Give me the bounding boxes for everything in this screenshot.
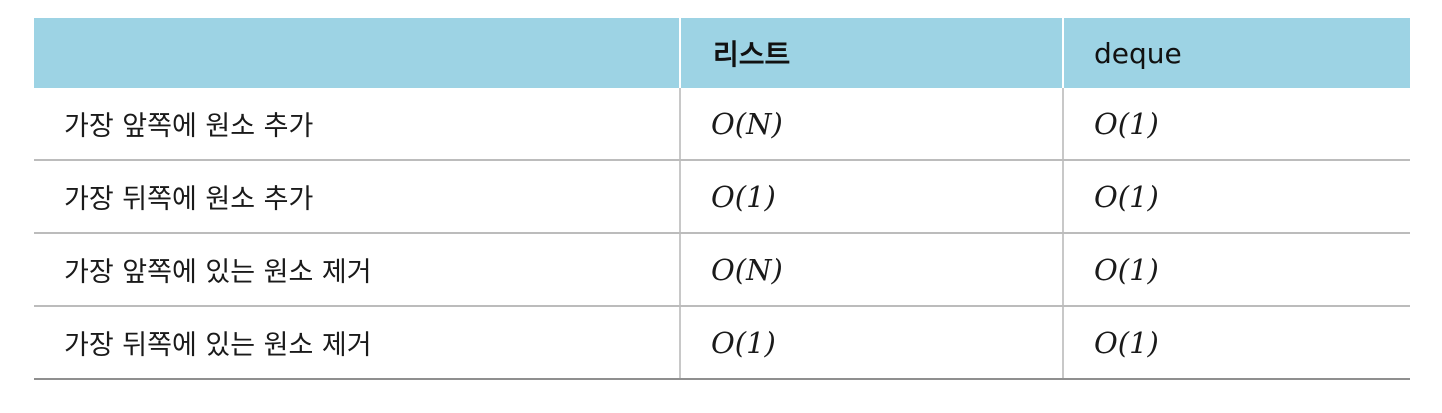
list-complexity-cell: O(1): [679, 160, 1063, 234]
header-row: 리스트 deque: [34, 18, 1410, 88]
table-row: 가장 앞쪽에 있는 원소 제거 O(N) O(1): [34, 233, 1410, 307]
complexity-table: 리스트 deque 가장 앞쪽에 원소 추가 O(N) O(1) 가장 뒤쪽에 …: [34, 18, 1410, 380]
deque-complexity-cell: O(1): [1062, 88, 1410, 161]
table-body: 가장 앞쪽에 원소 추가 O(N) O(1) 가장 뒤쪽에 원소 추가 O(1)…: [34, 88, 1410, 380]
list-complexity-cell: O(N): [679, 233, 1063, 307]
operation-cell: 가장 앞쪽에 원소 추가: [34, 88, 680, 161]
deque-complexity-cell: O(1): [1062, 306, 1410, 380]
deque-complexity-cell: O(1): [1062, 233, 1410, 307]
list-complexity-cell: O(1): [679, 306, 1063, 380]
operation-cell: 가장 앞쪽에 있는 원소 제거: [34, 233, 680, 307]
table-row: 가장 뒤쪽에 있는 원소 제거 O(1) O(1): [34, 306, 1410, 380]
table-row: 가장 뒤쪽에 원소 추가 O(1) O(1): [34, 160, 1410, 234]
header-list: 리스트: [679, 18, 1063, 88]
table-header: 리스트 deque: [34, 18, 1410, 88]
operation-cell: 가장 뒤쪽에 원소 추가: [34, 160, 680, 234]
operation-cell: 가장 뒤쪽에 있는 원소 제거: [34, 306, 680, 380]
list-complexity-cell: O(N): [679, 88, 1063, 161]
deque-complexity-cell: O(1): [1062, 160, 1410, 234]
header-deque: deque: [1062, 18, 1410, 88]
table-row: 가장 앞쪽에 원소 추가 O(N) O(1): [34, 88, 1410, 161]
header-operation: [34, 18, 680, 88]
